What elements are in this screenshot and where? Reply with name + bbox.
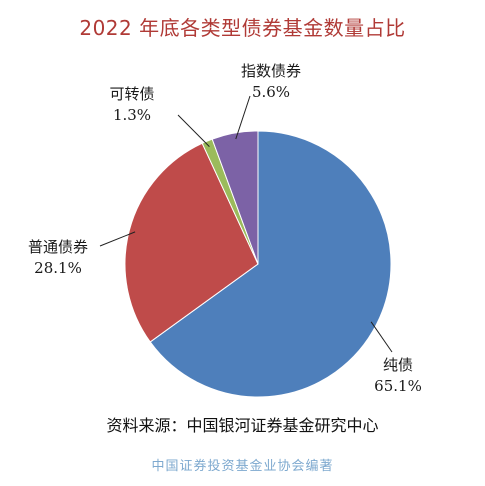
pie-slices — [124, 130, 392, 398]
leader-line-1 — [99, 231, 136, 247]
leader-line-2 — [177, 114, 210, 147]
leader-line-3 — [235, 95, 251, 140]
source-note: 资料来源：中国银河证券基金研究中心 — [106, 416, 379, 435]
slice-percent-2: 1.3% — [113, 106, 151, 124]
footer-credit: 中国证券投资基金业协会编著 — [151, 459, 334, 474]
pie-slice-0 — [149, 130, 392, 398]
leader-line-0 — [370, 321, 393, 353]
slice-name-2: 可转债 — [109, 85, 154, 103]
leader-lines — [99, 95, 393, 353]
slice-name-1: 普通债券 — [28, 238, 88, 256]
slice-percent-3: 5.6% — [252, 83, 290, 101]
slice-name-0: 纯债 — [383, 356, 413, 374]
slice-name-3: 指数债券 — [241, 62, 301, 80]
slice-percent-1: 28.1% — [34, 259, 82, 277]
slice-labels: 纯债 65.1% 普通债券 28.1% 可转债 1.3% 指数债券 5.6% — [28, 62, 422, 395]
pie-slice-3 — [211, 130, 259, 265]
slice-percent-0: 65.1% — [374, 377, 422, 395]
chart-title: 2022 年底各类型债券基金数量占比 — [79, 16, 406, 40]
